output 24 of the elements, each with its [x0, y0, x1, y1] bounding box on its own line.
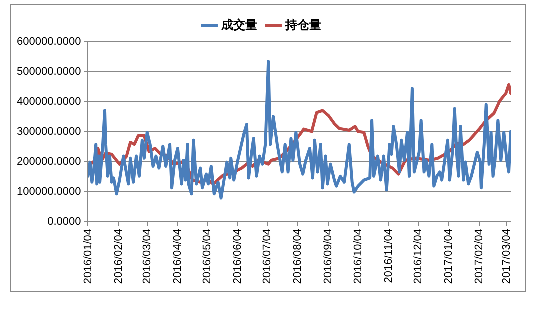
x-tick-label: 2016/12/04	[412, 229, 424, 284]
x-tick-label: 2016/10/04	[352, 229, 364, 284]
x-tick-label: 2016/11/04	[382, 229, 395, 284]
y-tick-label: 0.0000	[48, 216, 82, 228]
x-tick-label: 2017/01/04	[442, 229, 455, 284]
legend-label: 成交量	[220, 18, 258, 32]
x-tick-label: 2017/02/04	[473, 229, 486, 284]
y-tick-label: 300000.0000	[17, 126, 82, 138]
x-tick-label: 2016/07/04	[262, 229, 274, 284]
y-tick-label: 500000.0000	[17, 66, 82, 78]
legend-label: 持仓量	[284, 18, 322, 32]
x-tick-label: 2016/03/04	[141, 229, 154, 284]
x-tick-label: 2016/01/04	[82, 229, 94, 284]
y-tick-label: 100000.0000	[17, 186, 82, 198]
x-tick-label: 2016/06/04	[232, 229, 244, 284]
x-tick-label: 2016/09/04	[322, 229, 335, 284]
x-tick-label: 2016/04/04	[172, 229, 184, 284]
x-tick-label: 2016/05/04	[202, 229, 214, 284]
y-tick-label: 400000.0000	[17, 96, 82, 108]
y-tick-label: 600000.0000	[17, 36, 82, 48]
y-tick-label: 200000.0000	[17, 156, 82, 168]
x-tick-label: 2016/02/04	[112, 229, 125, 284]
x-tick-label: 2017/03/04	[501, 229, 514, 284]
x-tick-label: 2016/08/04	[292, 229, 304, 284]
